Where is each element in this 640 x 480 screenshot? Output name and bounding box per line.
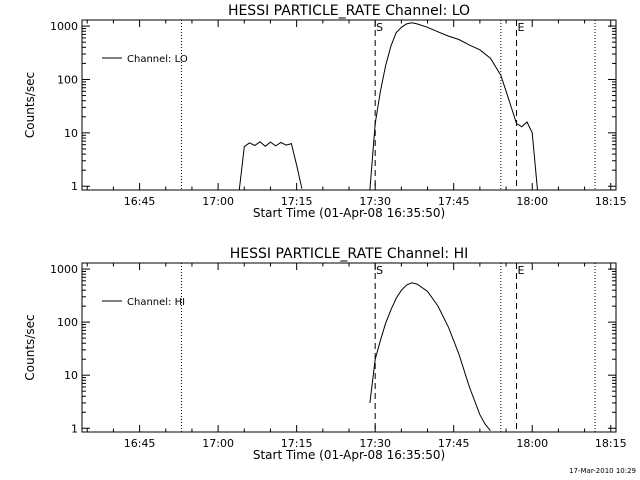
x-tick-label: 18:15 xyxy=(595,437,627,450)
y-tick-label: 100 xyxy=(57,73,78,86)
x-tick-label: 17:30 xyxy=(359,195,391,208)
y-tick-label: 1 xyxy=(71,422,78,435)
y-tick-label: 1000 xyxy=(50,20,78,33)
plot-frame xyxy=(81,262,617,433)
panel-lo: HESSI PARTICLE_RATE Channel: LO 16:45 17:0… xyxy=(23,3,627,220)
x-tick-label: 18:00 xyxy=(516,195,548,208)
y-tick-label: 1000 xyxy=(50,263,78,276)
x-tick-label: 17:00 xyxy=(202,437,234,450)
y-tick-label: 10 xyxy=(64,127,78,140)
x-tick-label: 16:45 xyxy=(124,437,156,450)
y-axis-label: Counts/sec xyxy=(23,72,37,138)
timestamp: 17-Mar-2010 10:29 xyxy=(569,467,636,475)
legend-label: Channel: LO xyxy=(127,54,188,65)
x-tick-label: 17:15 xyxy=(281,195,313,208)
y-axis-label: Counts/sec xyxy=(23,314,37,380)
x-tick-label: 17:15 xyxy=(281,437,313,450)
x-tick-label: 17:45 xyxy=(438,195,470,208)
y-tick-label: 1 xyxy=(71,180,78,193)
legend-label: Channel: HI xyxy=(127,297,185,308)
series-line xyxy=(369,22,538,190)
chart-title: HESSI PARTICLE_RATE Channel: LO xyxy=(228,3,470,19)
marker-label: E xyxy=(518,264,525,277)
x-axis-label: Start Time (01-Apr-08 16:35:50) xyxy=(253,448,445,462)
x-tick-label: 17:00 xyxy=(202,195,234,208)
y-tick-label: 10 xyxy=(64,369,78,382)
x-tick-label: 18:15 xyxy=(595,195,627,208)
series-line xyxy=(369,282,491,432)
x-tick-label: 17:30 xyxy=(359,437,391,450)
series-line xyxy=(238,141,303,190)
x-axis-label: Start Time (01-Apr-08 16:35:50) xyxy=(253,206,445,220)
panel-hi: HESSI PARTICLE_RATE Channel: HI 16:45 17:0… xyxy=(23,246,627,462)
x-tick-label: 17:45 xyxy=(438,437,470,450)
x-tick-label: 18:00 xyxy=(516,437,548,450)
plot-frame xyxy=(81,19,617,191)
x-tick-label: 16:45 xyxy=(124,195,156,208)
chart-title: HESSI PARTICLE_RATE Channel: HI xyxy=(230,246,468,262)
y-tick-label: 100 xyxy=(57,316,78,329)
marker-label: E xyxy=(518,21,525,34)
marker-label: S xyxy=(376,264,383,277)
marker-label: S xyxy=(376,21,383,34)
